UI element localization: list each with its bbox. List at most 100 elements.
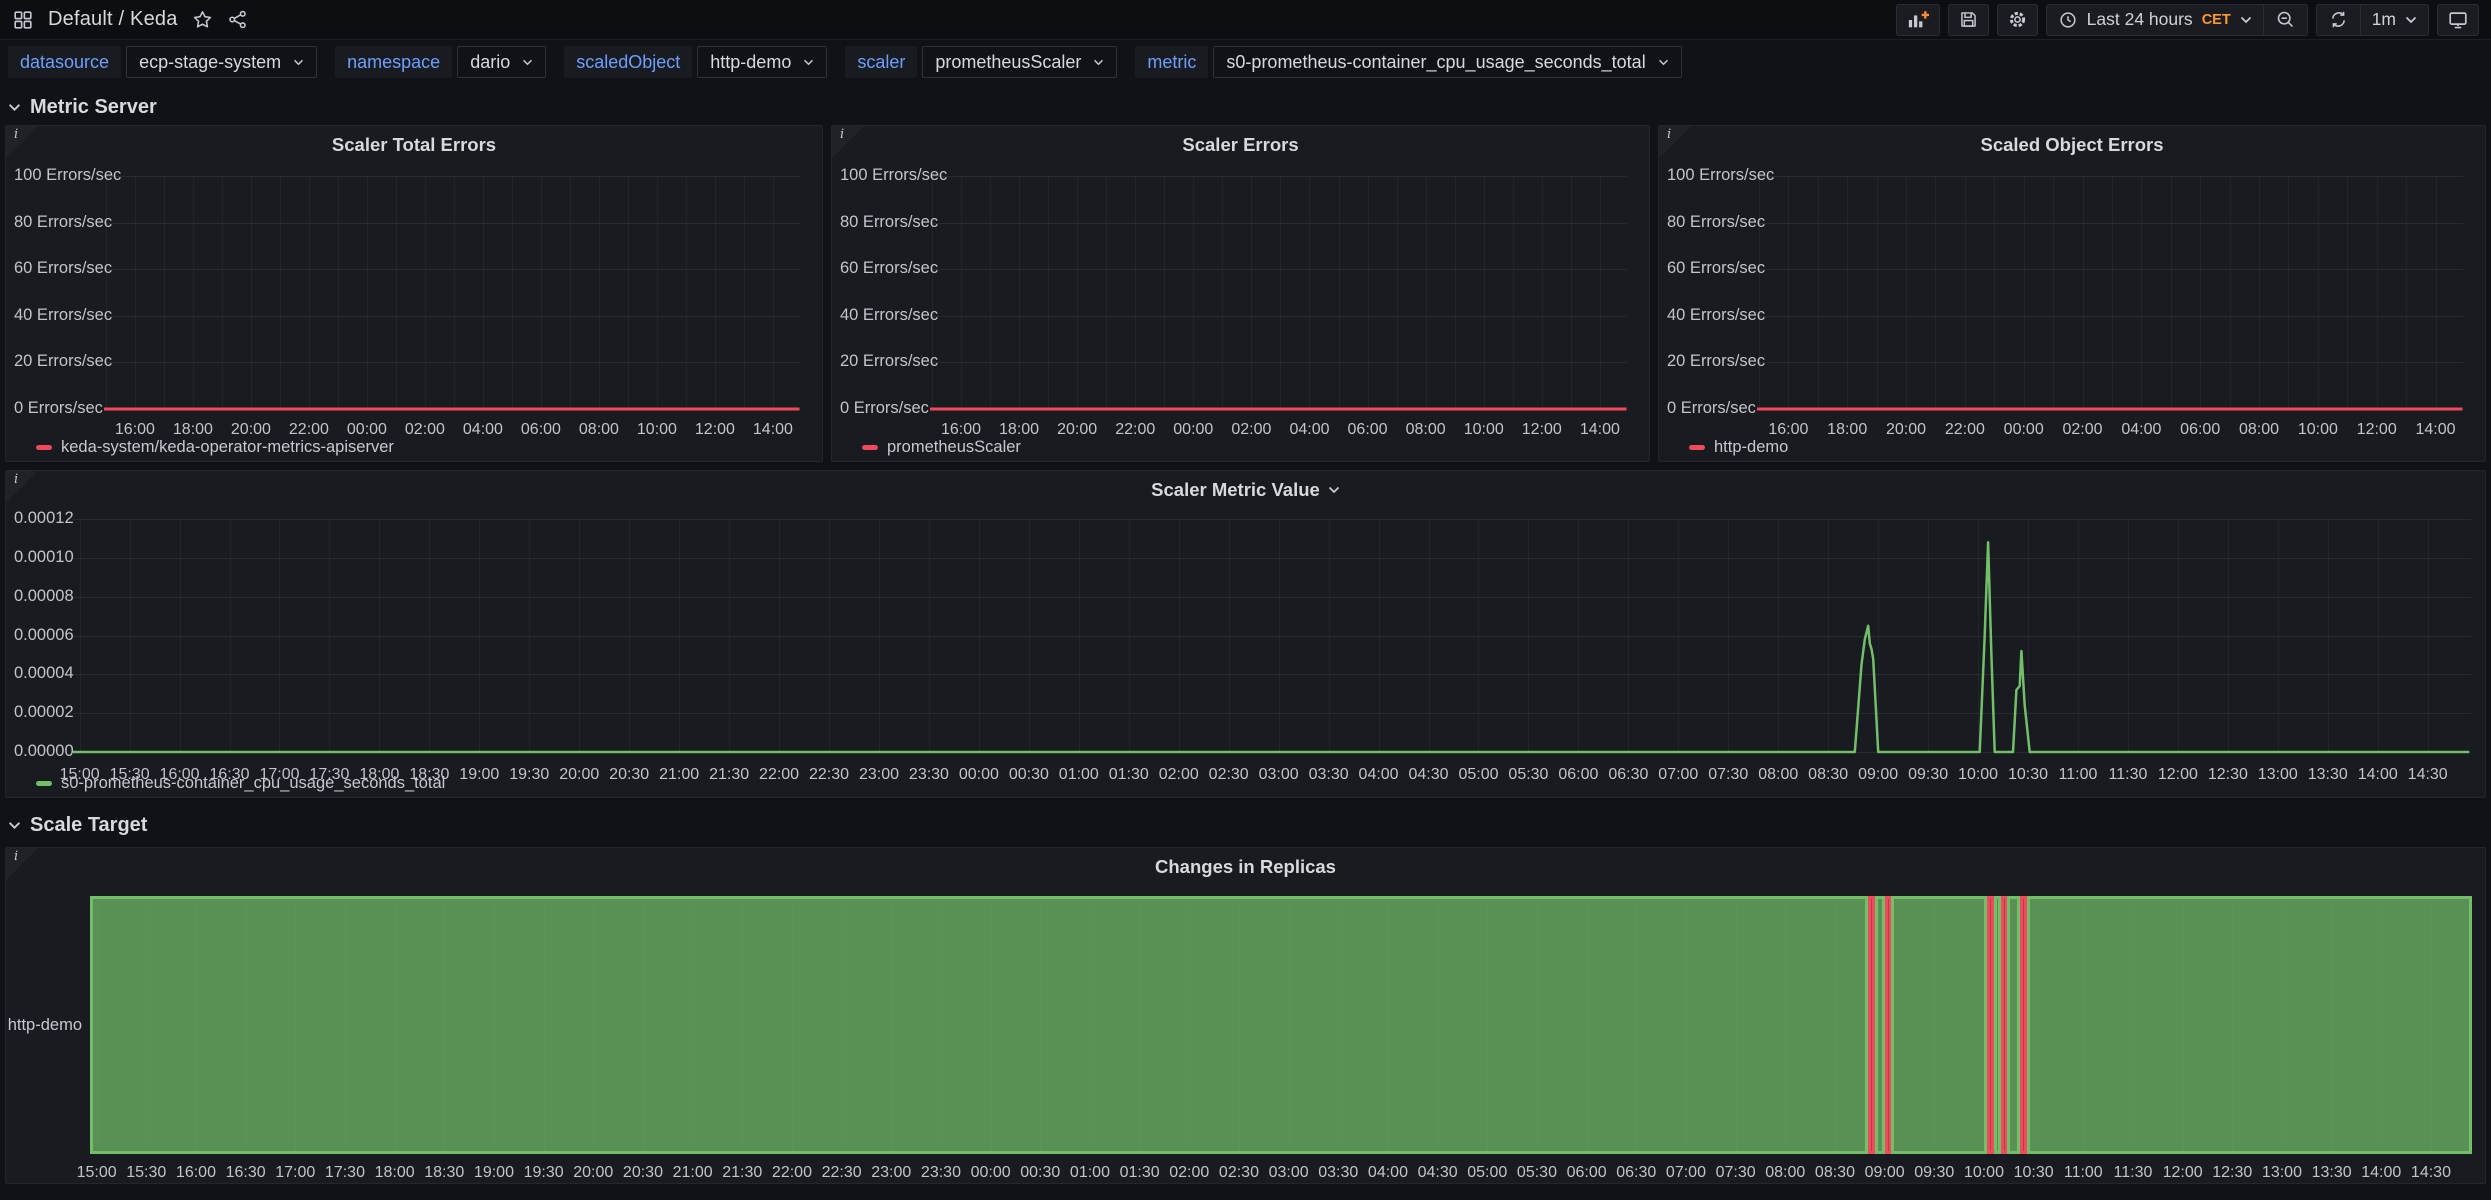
panel-menu-chevron-icon[interactable] bbox=[1328, 486, 1340, 494]
panel-info-corner[interactable]: i bbox=[1659, 126, 1691, 158]
x-axis-tick-label: 21:00 bbox=[659, 766, 700, 783]
variable-label: scaler bbox=[845, 46, 918, 78]
variable-label: datasource bbox=[8, 46, 122, 78]
legend-marker bbox=[1689, 445, 1705, 450]
legend-item[interactable]: s0-prometheus-container_cpu_usage_second… bbox=[36, 774, 445, 793]
dashboards-grid-icon[interactable] bbox=[12, 9, 34, 31]
panel-title[interactable]: Scaler Errors bbox=[1182, 134, 1299, 155]
grid-line-vertical bbox=[2376, 176, 2378, 409]
legend-item[interactable]: http-demo bbox=[1689, 438, 1788, 457]
x-axis-tick-label: 18:00 bbox=[1827, 421, 1868, 438]
save-dashboard-button[interactable] bbox=[1947, 3, 1989, 36]
share-icon[interactable] bbox=[227, 9, 248, 30]
row-title: Metric Server bbox=[30, 96, 157, 118]
star-icon[interactable] bbox=[192, 9, 213, 30]
y-axis-tick-label: 40 Errors/sec bbox=[14, 305, 113, 324]
grid-line-vertical bbox=[1978, 519, 1980, 752]
x-axis-tick-label: 03:00 bbox=[1268, 1164, 1309, 1181]
grid-line-horizontal bbox=[104, 222, 800, 224]
grid-line-horizontal bbox=[73, 557, 2471, 559]
panel-scaler-errors: i Scaler Errors prometheusScaler 16:00 18… bbox=[831, 125, 1650, 462]
x-axis-tick-label: 04:00 bbox=[1358, 766, 1399, 783]
chevron-down-icon bbox=[294, 59, 304, 65]
x-axis-tick-label: 22:00 bbox=[1944, 421, 1985, 438]
grid-line-vertical bbox=[772, 176, 774, 409]
grid-line-vertical bbox=[990, 176, 992, 409]
grid-line-vertical bbox=[105, 176, 107, 409]
panel-title[interactable]: Scaler Metric Value bbox=[6, 479, 2485, 501]
grid-line-vertical bbox=[1728, 519, 1730, 752]
grid-line-vertical bbox=[598, 176, 600, 409]
variable-value-dropdown[interactable]: dario bbox=[457, 46, 547, 78]
x-axis-tick-label: 00:30 bbox=[1008, 766, 1049, 783]
grid-line-vertical bbox=[1788, 176, 1790, 409]
x-axis-tick-label: 02:00 bbox=[2062, 421, 2103, 438]
timeline-segment-alert bbox=[2020, 896, 2028, 1154]
row-header-metric-server[interactable]: Metric Server bbox=[8, 96, 157, 119]
dashboard-settings-button[interactable] bbox=[1996, 3, 2038, 36]
panel-info-corner[interactable]: i bbox=[6, 848, 38, 880]
x-axis-tick-label: 18:00 bbox=[999, 421, 1040, 438]
grid-line-vertical bbox=[1570, 176, 1572, 409]
time-range-picker[interactable]: Last 24 hours CET bbox=[2047, 5, 2263, 35]
x-axis-tick-label: 05:30 bbox=[1516, 1164, 1557, 1181]
grid-line-vertical bbox=[829, 519, 831, 752]
breadcrumb[interactable]: Default / Keda bbox=[48, 8, 178, 30]
row-header-scale-target[interactable]: Scale Target bbox=[8, 814, 147, 837]
x-axis-tick-label: 11:00 bbox=[2058, 766, 2098, 783]
y-axis-tick-label: 80 Errors/sec bbox=[14, 212, 113, 231]
variable-value-dropdown[interactable]: prometheusScaler bbox=[922, 46, 1118, 78]
grid-line-vertical bbox=[429, 519, 431, 752]
panel-title[interactable]: Scaler Total Errors bbox=[331, 134, 497, 155]
timeline-segment-ok bbox=[90, 896, 1869, 1154]
variable-value-dropdown[interactable]: s0-prometheus-container_cpu_usage_second… bbox=[1213, 46, 1682, 78]
grid-line-vertical bbox=[1628, 519, 1630, 752]
chevron-down-icon bbox=[2405, 16, 2417, 23]
grid-line-vertical bbox=[1278, 519, 1280, 752]
panel-info-corner[interactable]: i bbox=[832, 126, 864, 158]
grid-line-vertical bbox=[1935, 176, 1937, 409]
grid-line-vertical bbox=[250, 176, 252, 409]
time-range-label: Last 24 hours bbox=[2086, 9, 2193, 29]
panel-info-corner[interactable]: i bbox=[6, 126, 38, 158]
refresh-button[interactable] bbox=[2317, 5, 2360, 35]
legend-item[interactable]: prometheusScaler bbox=[862, 438, 1021, 457]
x-axis-tick-label: 09:30 bbox=[1914, 1164, 1955, 1181]
x-axis-tick-label: 08:00 bbox=[1405, 421, 1446, 438]
grid-line-vertical bbox=[2053, 176, 2055, 409]
kiosk-mode-button[interactable] bbox=[2437, 3, 2479, 36]
zoom-out-button[interactable] bbox=[2262, 4, 2307, 35]
refresh-interval-dropdown[interactable]: 1m bbox=[2359, 4, 2428, 35]
y-axis-tick-label: 100 Errors/sec bbox=[14, 166, 122, 184]
variable-value-dropdown[interactable]: http-demo bbox=[697, 46, 828, 78]
chevron-down-icon bbox=[8, 822, 21, 830]
grid-line-vertical bbox=[743, 176, 745, 409]
x-axis-tick-label: 20:00 bbox=[573, 1164, 614, 1181]
x-axis-tick-label: 12:30 bbox=[2207, 766, 2248, 783]
panel-title[interactable]: Changes in Replicas bbox=[1155, 856, 1336, 877]
x-axis-tick-label: 05:00 bbox=[1467, 1164, 1508, 1181]
x-axis-tick-label: 22:30 bbox=[809, 766, 850, 783]
grid-line-vertical bbox=[279, 519, 281, 752]
legend-item[interactable]: keda-system/keda-operator-metrics-apiser… bbox=[36, 438, 394, 457]
grid-line-horizontal bbox=[104, 176, 800, 177]
panel-info-corner[interactable]: i bbox=[6, 471, 38, 503]
grid-line-vertical bbox=[569, 176, 571, 409]
refresh-interval-label: 1m bbox=[2371, 9, 2396, 29]
x-axis-tick-label: 13:30 bbox=[2311, 1164, 2352, 1181]
y-axis-tick-label: 0.00004 bbox=[14, 664, 74, 683]
y-axis-tick-label: 60 Errors/sec bbox=[14, 259, 113, 278]
variable-value-dropdown[interactable]: ecp-stage-system bbox=[126, 46, 318, 78]
timeline-segment-alert bbox=[1987, 896, 1995, 1154]
time-controls: Last 24 hours CET bbox=[2045, 3, 2308, 36]
x-axis-tick-label: 13:30 bbox=[2307, 766, 2348, 783]
x-axis-tick-label: 06:30 bbox=[1608, 766, 1649, 783]
x-axis-tick-label: 22:00 bbox=[771, 1164, 812, 1181]
x-axis-tick-label: 04:30 bbox=[1408, 766, 1449, 783]
grid-line-horizontal bbox=[930, 269, 1627, 271]
panel-title[interactable]: Scaled Object Errors bbox=[1980, 134, 2164, 155]
x-axis-tick-label: 19:00 bbox=[459, 766, 500, 783]
add-panel-button[interactable] bbox=[1895, 3, 1940, 36]
x-axis-tick-label: 06:00 bbox=[1566, 1164, 1607, 1181]
grid-line-vertical bbox=[579, 519, 581, 752]
